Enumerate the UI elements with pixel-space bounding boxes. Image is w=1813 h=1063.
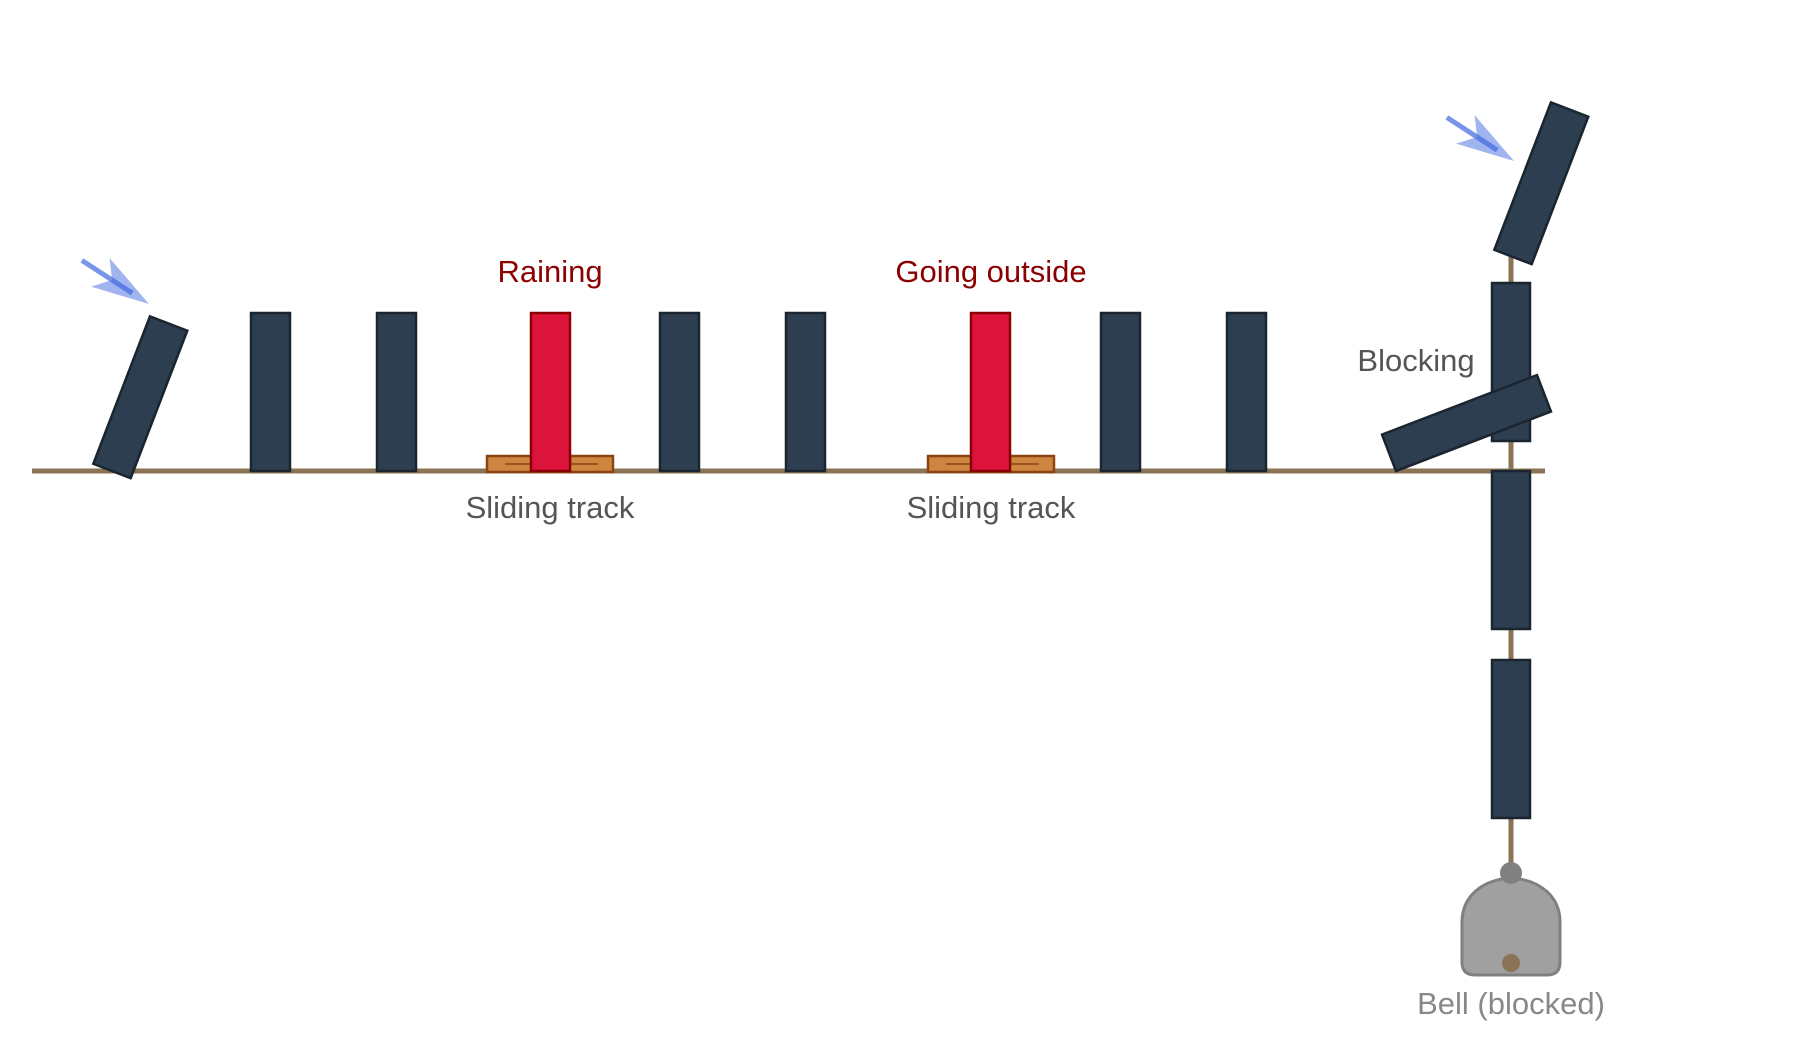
label-bell: Bell (blocked) — [1417, 986, 1605, 1021]
domino-tipping — [91, 314, 189, 480]
domino-tipping-top — [1492, 100, 1590, 266]
domino — [1225, 311, 1268, 473]
domino-trigger-going-outside — [969, 311, 1012, 473]
domino — [1099, 311, 1142, 473]
label-raining: Raining — [497, 254, 602, 289]
push-arrow-icon — [80, 258, 149, 304]
push-arrow-icon — [1445, 115, 1514, 161]
domino — [1490, 658, 1532, 820]
domino — [658, 311, 701, 473]
domino-blocking — [1380, 373, 1553, 473]
domino — [784, 311, 827, 473]
domino — [1490, 469, 1532, 631]
domino — [375, 311, 418, 473]
domino-trigger-raining — [529, 311, 572, 473]
label-sliding-track: Sliding track — [907, 490, 1076, 525]
bell-icon — [1460, 862, 1562, 977]
label-blocking: Blocking — [1357, 343, 1474, 378]
label-going-outside: Going outside — [895, 254, 1086, 289]
domino — [249, 311, 292, 473]
label-sliding-track: Sliding track — [466, 490, 635, 525]
